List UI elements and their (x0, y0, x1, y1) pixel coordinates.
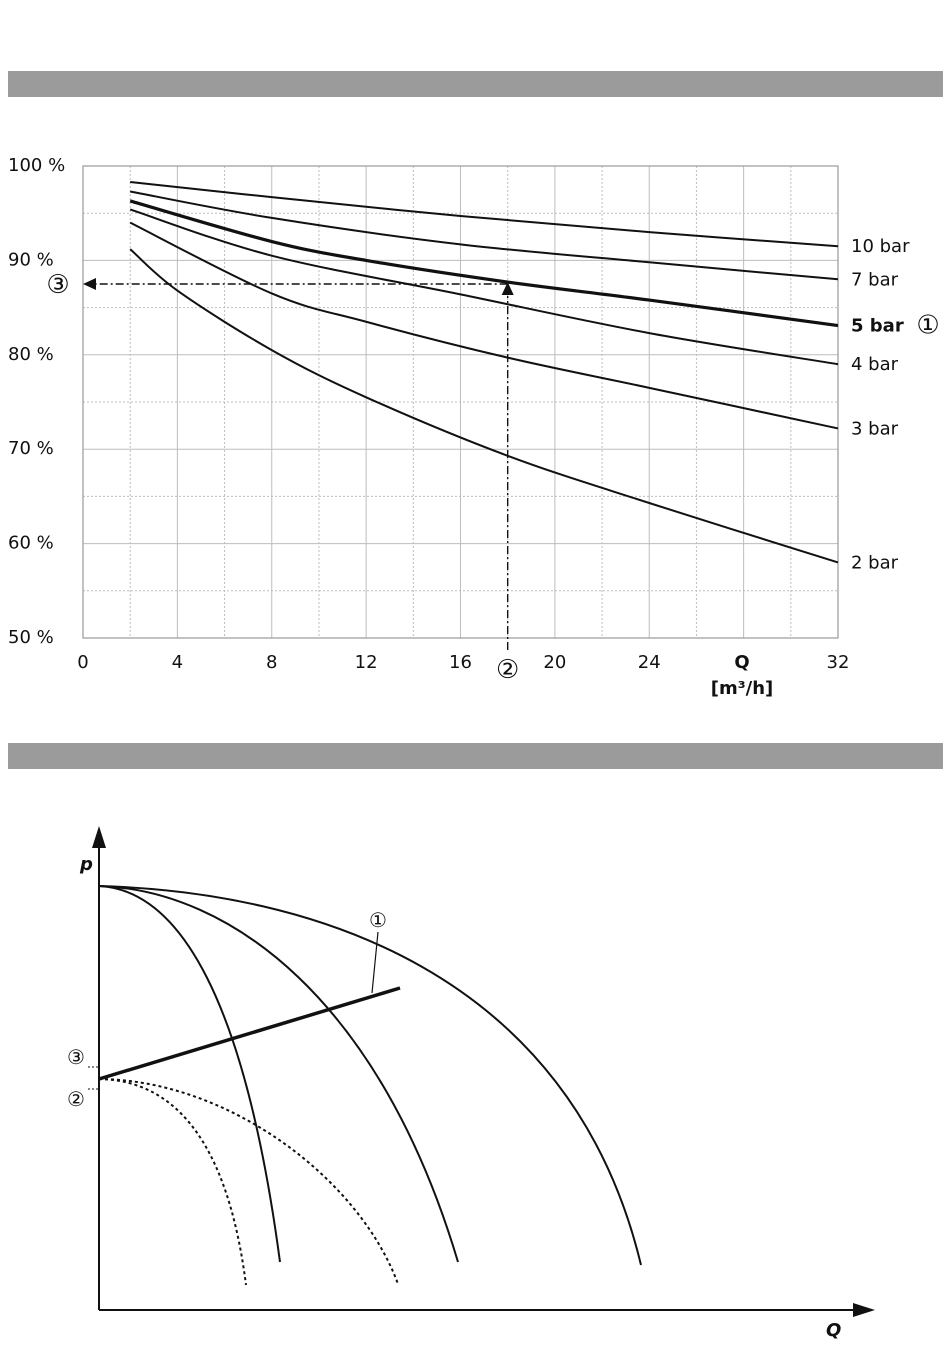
series-label: 4 bar (851, 354, 899, 375)
x-tick-label: 24 (638, 652, 661, 673)
marker-2: ② (496, 655, 519, 685)
p-axis-label: p (79, 854, 93, 875)
series-labels: 10 bar 7 bar 5 bar ① 4 bar 3 bar 2 bar (851, 236, 940, 573)
series-line-2-bar (129, 248, 839, 564)
plot-frame (82, 165, 839, 639)
y-tick-label: 100 % (8, 155, 65, 176)
q-axis-label: Q (826, 1320, 841, 1341)
x-tick-label: 4 (172, 652, 183, 673)
q-axis-arrow (853, 1303, 875, 1317)
series-line-3-bar (129, 221, 839, 430)
pump-curve-1 (98, 885, 281, 1263)
x-tick-label: 12 (355, 652, 378, 673)
x-axis-q-label: Q (734, 652, 749, 673)
chart-series (129, 181, 839, 564)
p-axis-arrow (92, 826, 106, 848)
annotation-arrow-left (83, 278, 96, 290)
series-label: 7 bar (851, 269, 899, 290)
reduced-curve-1 (98, 1078, 247, 1286)
series-label: 10 bar (851, 236, 910, 257)
x-tick-label: 8 (266, 652, 277, 673)
series-line-5-bar (129, 199, 839, 328)
chart-annotations: ②③ (46, 270, 519, 685)
section-header-bar-top (8, 71, 943, 97)
chart-grid (82, 165, 839, 639)
leader-line-1 (371, 931, 379, 994)
efficiency-chart: 50 %60 %70 %80 %90 %100 % 0 4 8 12 16 20 24 32 … (8, 155, 940, 699)
marker-1: ① (916, 311, 939, 341)
x-tick-label: 20 (543, 652, 566, 673)
control-line (98, 986, 401, 1081)
y-tick-label: 80 % (8, 344, 54, 365)
y-axis-ticks: 50 % 60 % 70 % 80 % 90 % 100 % (8, 155, 65, 648)
series-line-7-bar (130, 190, 839, 281)
pump-curve-2 (98, 885, 459, 1263)
marker-2-lower: ② (67, 1087, 85, 1111)
series-label: 3 bar (851, 418, 899, 439)
series-line-4-bar (129, 208, 839, 366)
y-tick-label: 60 % (8, 533, 54, 554)
series-label: 2 bar (851, 552, 899, 573)
marker-3-lower: ③ (67, 1045, 85, 1069)
series-label: 5 bar (851, 316, 904, 337)
series-line-10-bar (130, 181, 839, 248)
y-tick-label: 70 % (8, 438, 54, 459)
pump-curve-3 (98, 885, 642, 1266)
x-axis-unit: [m³/h] (711, 678, 773, 699)
reduced-curve-2 (98, 1078, 399, 1285)
section-header-bar-middle (8, 743, 943, 769)
marker-3: ③ (46, 270, 69, 300)
y-tick-label: 50 % (8, 627, 54, 648)
x-tick-label: 16 (449, 652, 472, 673)
marker-1-lower: ① (369, 908, 387, 932)
y-tick-label: 90 % (8, 249, 54, 270)
x-tick-label: 0 (77, 652, 88, 673)
x-axis-ticks: 0 4 8 12 16 20 24 32 (77, 652, 849, 673)
x-tick-label: 32 (827, 652, 850, 673)
annotation-arrow-up (501, 282, 514, 295)
